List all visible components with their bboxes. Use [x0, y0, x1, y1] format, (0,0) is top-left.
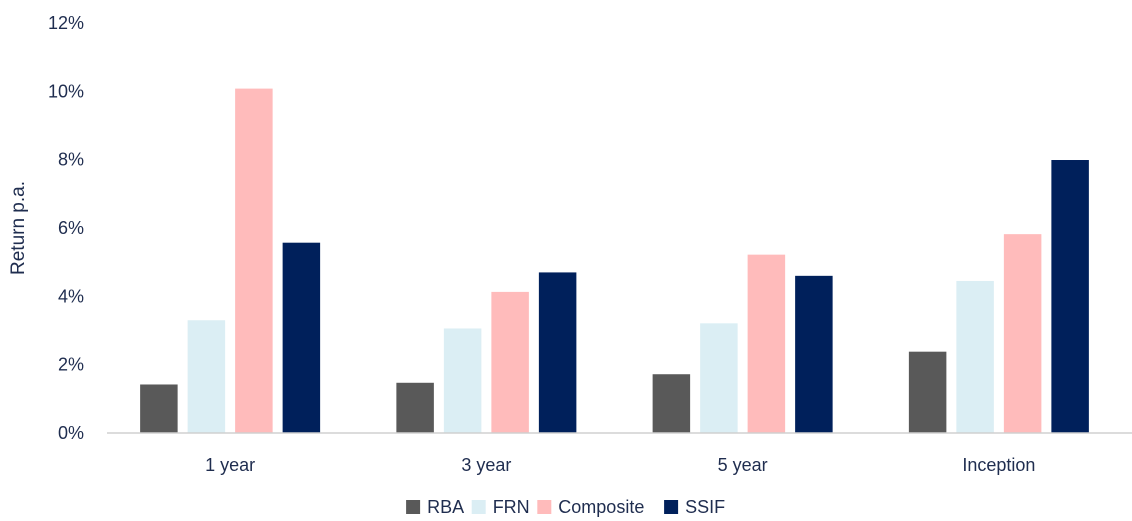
bar-rba-5-year	[652, 374, 691, 433]
legend-label-composite: Composite	[558, 497, 644, 517]
y-tick-label: 0%	[58, 423, 84, 443]
bar-frn-3-year	[443, 328, 482, 433]
bar-ssif-3-year	[538, 272, 577, 433]
legend: RBA FRN Composite SSIF	[406, 497, 725, 517]
bar-ssif-inception	[1051, 160, 1089, 433]
x-tick-label: 5 year	[718, 455, 768, 475]
legend-swatch-composite	[537, 500, 552, 514]
y-axis-title: Return p.a.	[8, 181, 29, 275]
bar-ssif-1-year	[282, 242, 321, 433]
bar-frn-1-year	[187, 320, 226, 433]
y-tick-label: 12%	[48, 13, 84, 33]
legend-swatch-ssif	[664, 500, 679, 514]
bars	[140, 88, 1089, 433]
bar-frn-5-year	[700, 323, 738, 433]
x-tick-label: 1 year	[205, 455, 255, 475]
bar-composite-3-year	[491, 291, 529, 433]
y-tick-label: 2%	[58, 355, 84, 375]
x-axis-ticks: 1 year 3 year 5 year Inception	[205, 455, 1035, 475]
bar-rba-1-year	[140, 384, 178, 433]
y-tick-label: 6%	[58, 218, 84, 238]
y-axis-ticks: 0% 2% 4% 6% 8% 10% 12%	[48, 13, 84, 443]
y-tick-label: 8%	[58, 150, 84, 170]
legend-label-frn: FRN	[493, 497, 530, 517]
bar-rba-inception	[908, 351, 947, 433]
y-tick-label: 10%	[48, 81, 84, 101]
x-tick-label: 3 year	[461, 455, 511, 475]
x-tick-label: Inception	[962, 455, 1035, 475]
y-tick-label: 4%	[58, 286, 84, 306]
legend-swatch-rba	[406, 500, 421, 514]
legend-label-rba: RBA	[427, 497, 464, 517]
y-axis-title-group: Return p.a.	[8, 181, 29, 275]
legend-swatch-frn	[471, 500, 486, 514]
bar-composite-inception	[1003, 234, 1042, 433]
bar-composite-1-year	[235, 88, 273, 433]
bar-composite-5-year	[747, 254, 786, 433]
bar-frn-inception	[956, 280, 994, 433]
bar-rba-3-year	[396, 382, 434, 433]
legend-label-ssif: SSIF	[685, 497, 725, 517]
bar-ssif-5-year	[795, 275, 833, 433]
